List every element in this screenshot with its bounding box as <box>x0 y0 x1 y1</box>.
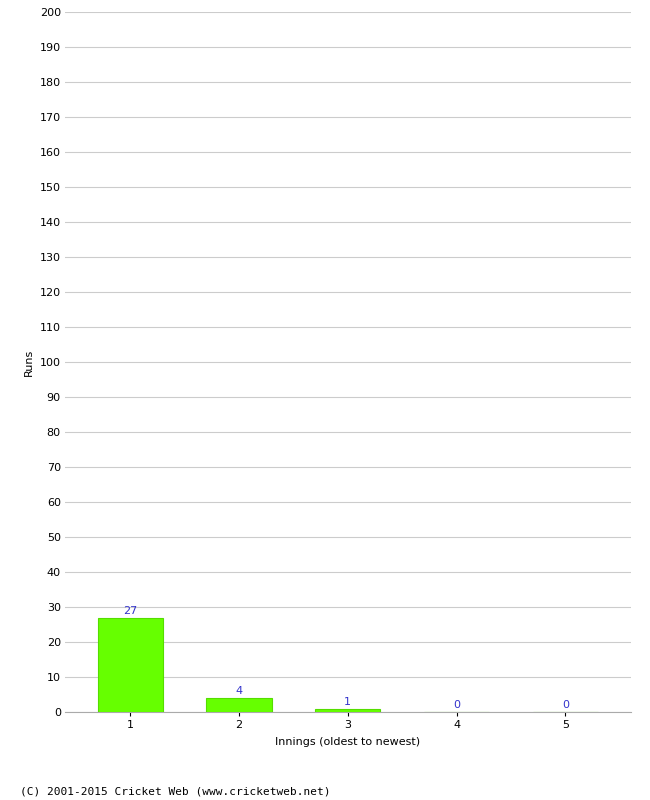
Text: 4: 4 <box>235 686 242 696</box>
Bar <box>98 618 163 712</box>
Text: (C) 2001-2015 Cricket Web (www.cricketweb.net): (C) 2001-2015 Cricket Web (www.cricketwe… <box>20 786 330 796</box>
Y-axis label: Runs: Runs <box>24 348 34 376</box>
Bar <box>315 709 380 712</box>
Bar <box>207 698 272 712</box>
Text: 1: 1 <box>344 697 351 706</box>
Text: 27: 27 <box>123 606 137 616</box>
Text: 0: 0 <box>453 700 460 710</box>
X-axis label: Innings (oldest to newest): Innings (oldest to newest) <box>275 738 421 747</box>
Text: 0: 0 <box>562 700 569 710</box>
